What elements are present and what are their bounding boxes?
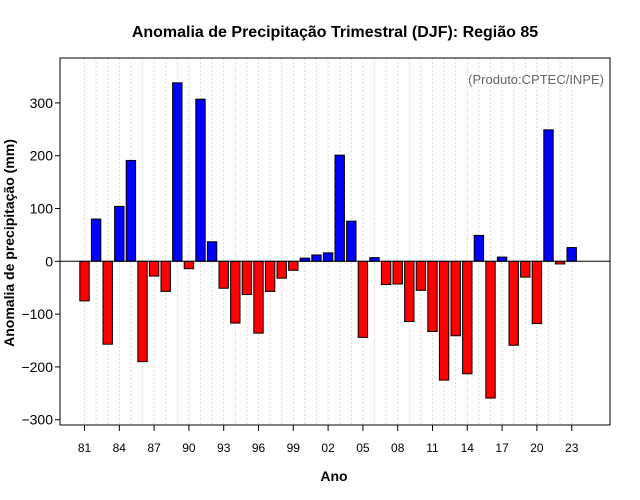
- y-tick-label: 300: [30, 95, 54, 111]
- bars-layer: [79, 82, 577, 399]
- x-tick-label: 81: [78, 441, 92, 455]
- bar-1987: [148, 260, 160, 277]
- x-tick-label: 84: [113, 441, 127, 455]
- bar-1989: [172, 82, 183, 262]
- bar-2005: [357, 260, 369, 338]
- y-tick-label: 200: [30, 148, 54, 164]
- bar-2021: [543, 129, 554, 262]
- bar-1985: [125, 159, 137, 262]
- x-tick-label: 23: [565, 441, 579, 455]
- y-axis: −300 −200 −100 0 100 200 300: [21, 95, 60, 428]
- y-axis-label: Anomalia de precipitação (mm): [1, 139, 17, 347]
- bar-1995: [241, 260, 253, 296]
- bar-2015: [473, 234, 485, 262]
- bar-1986: [137, 260, 148, 363]
- bar-2011: [427, 260, 438, 333]
- bar-1992: [206, 241, 218, 262]
- x-tick-label: 17: [495, 441, 509, 455]
- bar-2003: [334, 154, 345, 262]
- bar-2016: [485, 260, 496, 399]
- x-tick-label: 05: [356, 441, 370, 455]
- bar-2023: [566, 247, 577, 262]
- bar-1998: [276, 260, 287, 279]
- vertical-gridlines: [84, 58, 573, 425]
- bar-1982: [90, 218, 102, 262]
- x-axis-label: Ano: [320, 468, 347, 484]
- x-tick-label: 90: [182, 441, 196, 455]
- bar-1994: [230, 260, 241, 324]
- bar-1997: [264, 260, 276, 292]
- x-tick-label: 20: [530, 441, 544, 455]
- y-tick-label: −300: [21, 412, 53, 428]
- credit-label: (Produto:CPTEC/INPE): [468, 72, 604, 87]
- x-tick-label: 11: [426, 441, 439, 455]
- bar-2019: [520, 260, 531, 278]
- x-axis: 81 84 87 90 93 96 99 02 05 08 11 14 17 20 23: [78, 425, 579, 455]
- x-tick-label: 02: [321, 441, 335, 455]
- y-tick-label: −100: [21, 306, 53, 322]
- bar-2004: [346, 220, 357, 262]
- bar-1981: [79, 260, 90, 302]
- x-tick-label: 93: [217, 441, 231, 455]
- y-tick-label: 0: [45, 253, 53, 269]
- bar-1999: [288, 260, 299, 271]
- bar-1988: [160, 260, 171, 292]
- bar-1996: [253, 260, 264, 334]
- x-tick-label: 08: [391, 441, 405, 455]
- x-tick-label: 99: [287, 441, 301, 455]
- bar-2017: [496, 256, 508, 262]
- bar-2006: [369, 257, 380, 262]
- plot-frame: [59, 57, 611, 426]
- x-tick-label: 96: [252, 441, 266, 455]
- bar-1990: [183, 260, 195, 270]
- bar-2018: [508, 260, 519, 346]
- bar-2014: [462, 260, 473, 375]
- x-tick-label: 87: [147, 441, 161, 455]
- bar-1983: [102, 260, 113, 345]
- bar-2020: [531, 260, 543, 325]
- bar-2010: [415, 260, 427, 291]
- y-tick-label: −200: [21, 359, 53, 375]
- bar-1991: [195, 98, 206, 262]
- bar-2009: [404, 260, 415, 322]
- bar-2007: [380, 260, 392, 286]
- bar-2001: [311, 254, 322, 262]
- bar-1984: [114, 205, 125, 262]
- y-tick-label: 100: [30, 200, 54, 216]
- bar-2013: [450, 260, 461, 337]
- chart-title: Anomalia de Precipitação Trimestral (DJF…: [132, 24, 538, 41]
- bar-2008: [392, 260, 403, 285]
- bar-2012: [438, 260, 450, 381]
- bar-2002: [322, 252, 334, 262]
- bar-1993: [218, 260, 229, 289]
- x-tick-label: 14: [461, 441, 475, 455]
